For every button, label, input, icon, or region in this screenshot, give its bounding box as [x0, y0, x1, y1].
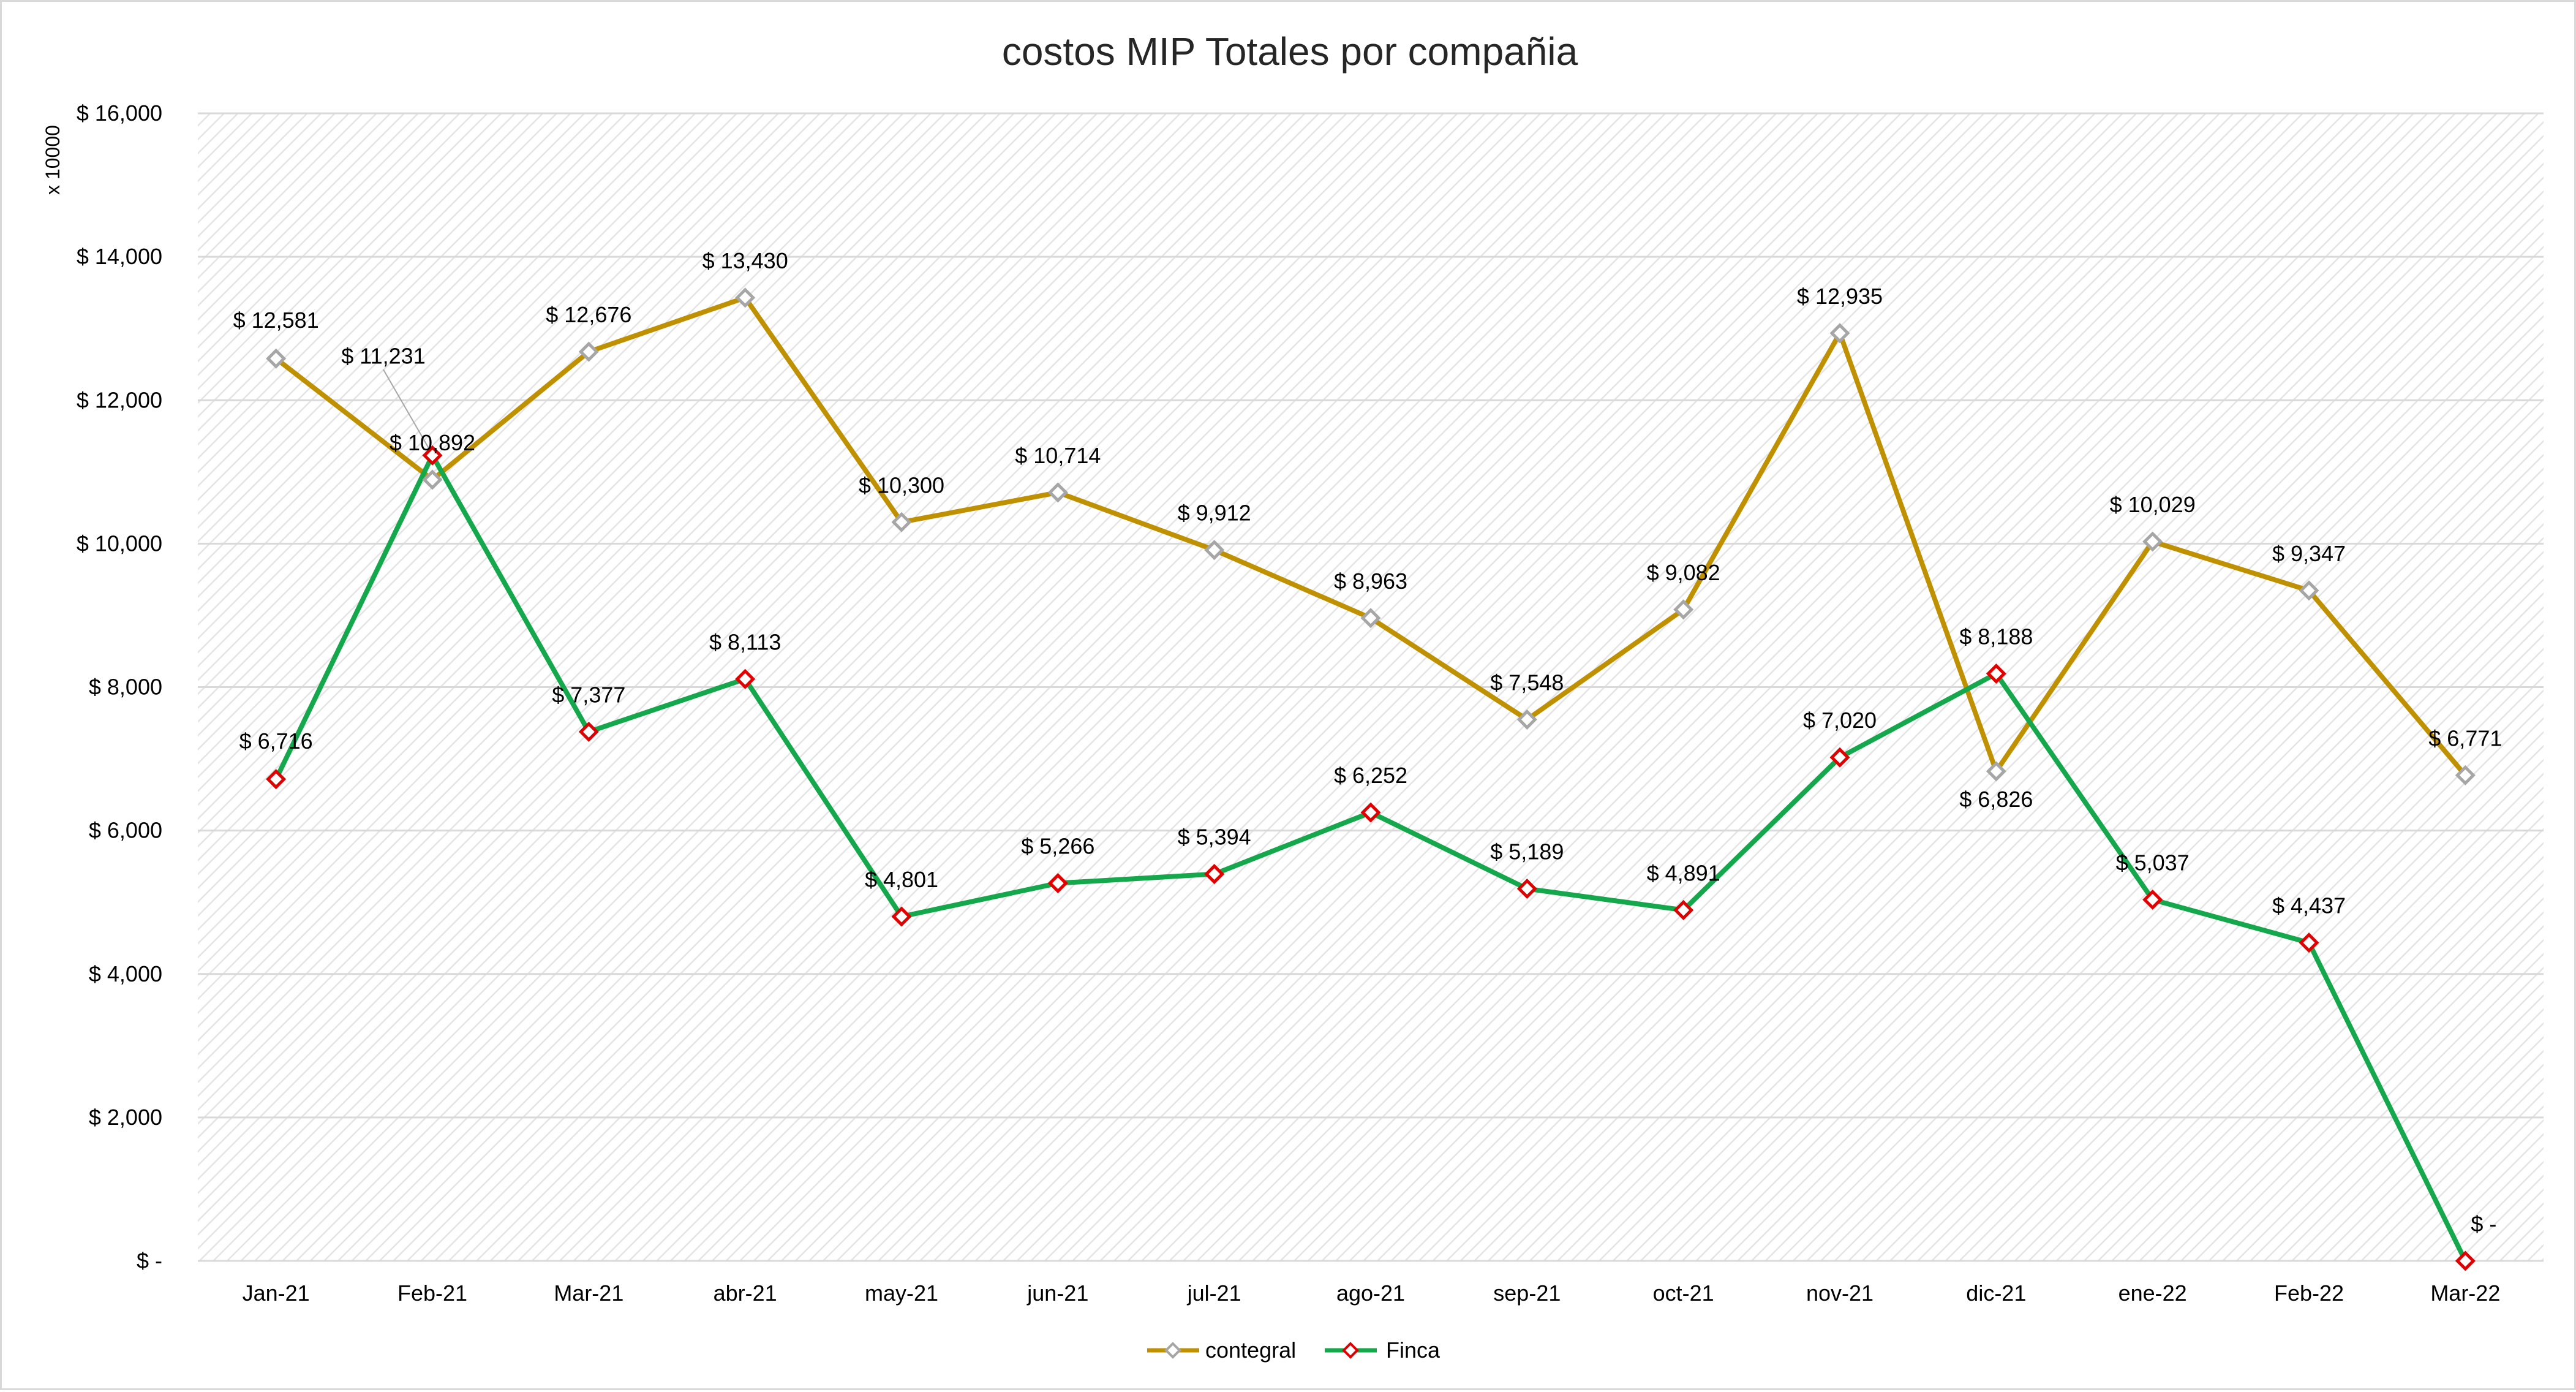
data-point-contegral: [1360, 608, 1381, 629]
data-label: $ 12,581: [233, 308, 319, 333]
data-point-contegral: [2455, 765, 2476, 785]
y-axis-unit-label: x 10000: [42, 125, 64, 195]
data-label: $ 13,430: [702, 248, 788, 273]
data-label: $ 7,377: [552, 682, 625, 707]
data-label: $ 10,714: [1015, 443, 1101, 468]
data-point-finca: [1204, 864, 1225, 885]
data-point-contegral: [891, 512, 912, 532]
data-label: $ 4,891: [1647, 860, 1720, 885]
y-tick-label: $ 8,000: [89, 675, 162, 700]
legend-marker-contegral: [1164, 1342, 1181, 1359]
x-tick-label: sep-21: [1493, 1280, 1561, 1306]
data-label: $ 5,189: [1490, 839, 1564, 864]
data-label: $ 4,801: [865, 867, 938, 892]
data-label: $ 10,029: [2110, 492, 2196, 517]
data-label: $ 5,037: [2116, 850, 2190, 875]
data-label: $ 12,676: [546, 302, 631, 327]
x-tick-label: Feb-21: [397, 1280, 467, 1306]
x-tick-label: nov-21: [1806, 1280, 1874, 1306]
y-axis: $ - $ 2,000 $ 4,000 $ 6,000 $ 8,000 $ 10,000 $…: [77, 100, 162, 1273]
data-label: $ 9,347: [2272, 541, 2346, 566]
data-point-contegral: [1829, 323, 1850, 344]
data-label: $ 8,188: [1959, 624, 2033, 649]
series-group: [266, 287, 2476, 1271]
y-tick-label: $ -: [137, 1248, 162, 1273]
data-labels: $ 12,581 $ 10,892 $ 12,676 $ 13,430 $ 10,300…: [233, 248, 2503, 1236]
data-label: $ 10,300: [859, 472, 944, 497]
data-point-contegral: [735, 287, 756, 308]
data-point-finca: [735, 668, 756, 689]
legend-marker-finca: [1342, 1342, 1359, 1359]
data-label: $ 7,020: [1803, 708, 1877, 733]
data-point-contegral: [1047, 482, 1068, 503]
x-tick-label: Mar-22: [2430, 1280, 2500, 1306]
data-point-contegral: [1673, 599, 1694, 620]
x-tick-label: dic-21: [1966, 1280, 2026, 1306]
data-label: $ 6,826: [1959, 787, 2033, 812]
data-point-finca: [1829, 747, 1850, 768]
y-tick-label: $ 2,000: [89, 1105, 162, 1130]
data-point-contegral: [2299, 580, 2319, 601]
data-label: $ 6,252: [1334, 763, 1407, 788]
y-tick-label: $ 12,000: [77, 387, 162, 412]
y-tick-label: $ 16,000: [77, 100, 162, 126]
data-point-contegral: [2142, 531, 2163, 552]
data-point-finca: [578, 721, 599, 742]
data-point-finca: [2455, 1250, 2476, 1271]
data-point-finca: [1047, 873, 1068, 894]
data-point-finca: [2142, 889, 2163, 910]
x-tick-label: may-21: [865, 1280, 938, 1306]
y-tick-label: $ 14,000: [77, 244, 162, 269]
data-label: $ 8,113: [709, 629, 781, 654]
data-point-finca: [1986, 663, 2006, 684]
data-label: $ 9,912: [1178, 501, 1251, 526]
data-label: $ 6,716: [239, 728, 313, 754]
data-label: $ 5,394: [1178, 825, 1251, 850]
x-tick-label: jul-21: [1187, 1280, 1241, 1306]
x-tick-label: oct-21: [1653, 1280, 1714, 1306]
data-label: $ 6,771: [2428, 725, 2502, 751]
x-axis: Jan-21 Feb-21 Mar-21 abr-21 may-21 jun-21 jul-…: [243, 1280, 2501, 1306]
data-point-contegral: [1516, 709, 1537, 730]
legend: contegral Finca: [1147, 1337, 1441, 1363]
data-point-contegral: [266, 348, 287, 369]
data-label: $ 9,082: [1647, 560, 1720, 585]
data-point-contegral: [1204, 540, 1225, 561]
data-point-contegral: [1986, 761, 2006, 782]
y-tick-label: $ 6,000: [89, 818, 162, 843]
gridlines: [198, 112, 2544, 1262]
data-label: $ 10,892: [390, 430, 475, 455]
data-point-contegral: [422, 469, 443, 490]
data-label: $ 8,963: [1334, 569, 1407, 594]
data-point-finca: [1360, 802, 1381, 823]
data-point-finca: [422, 445, 443, 466]
data-point-finca: [1673, 899, 1694, 920]
x-tick-label: Mar-21: [554, 1280, 623, 1306]
leader-line: [383, 369, 430, 450]
y-tick-label: $ 4,000: [89, 961, 162, 986]
legend-label-finca: Finca: [1386, 1337, 1441, 1363]
data-point-contegral: [578, 341, 599, 362]
data-label: $ 11,231: [341, 343, 425, 368]
x-tick-label: ene-22: [2118, 1280, 2187, 1306]
data-label: $ 5,266: [1021, 834, 1094, 859]
chart-title: costos MIP Totales por compañia: [1002, 29, 1578, 74]
data-point-finca: [266, 769, 287, 790]
x-tick-label: Jan-21: [243, 1280, 310, 1306]
y-tick-label: $ 10,000: [77, 531, 162, 556]
data-label: $ 12,935: [1797, 284, 1883, 309]
data-label: $ 7,548: [1490, 670, 1564, 695]
data-label: $ -: [2471, 1211, 2496, 1236]
data-label: $ 4,437: [2272, 893, 2346, 918]
x-tick-label: jun-21: [1026, 1280, 1088, 1306]
data-point-finca: [1516, 879, 1537, 899]
x-tick-label: abr-21: [714, 1280, 777, 1306]
data-point-finca: [891, 906, 912, 927]
x-tick-label: ago-21: [1336, 1280, 1405, 1306]
x-tick-label: Feb-22: [2274, 1280, 2344, 1306]
legend-label-contegral: contegral: [1205, 1337, 1296, 1363]
data-point-finca: [2299, 932, 2319, 953]
